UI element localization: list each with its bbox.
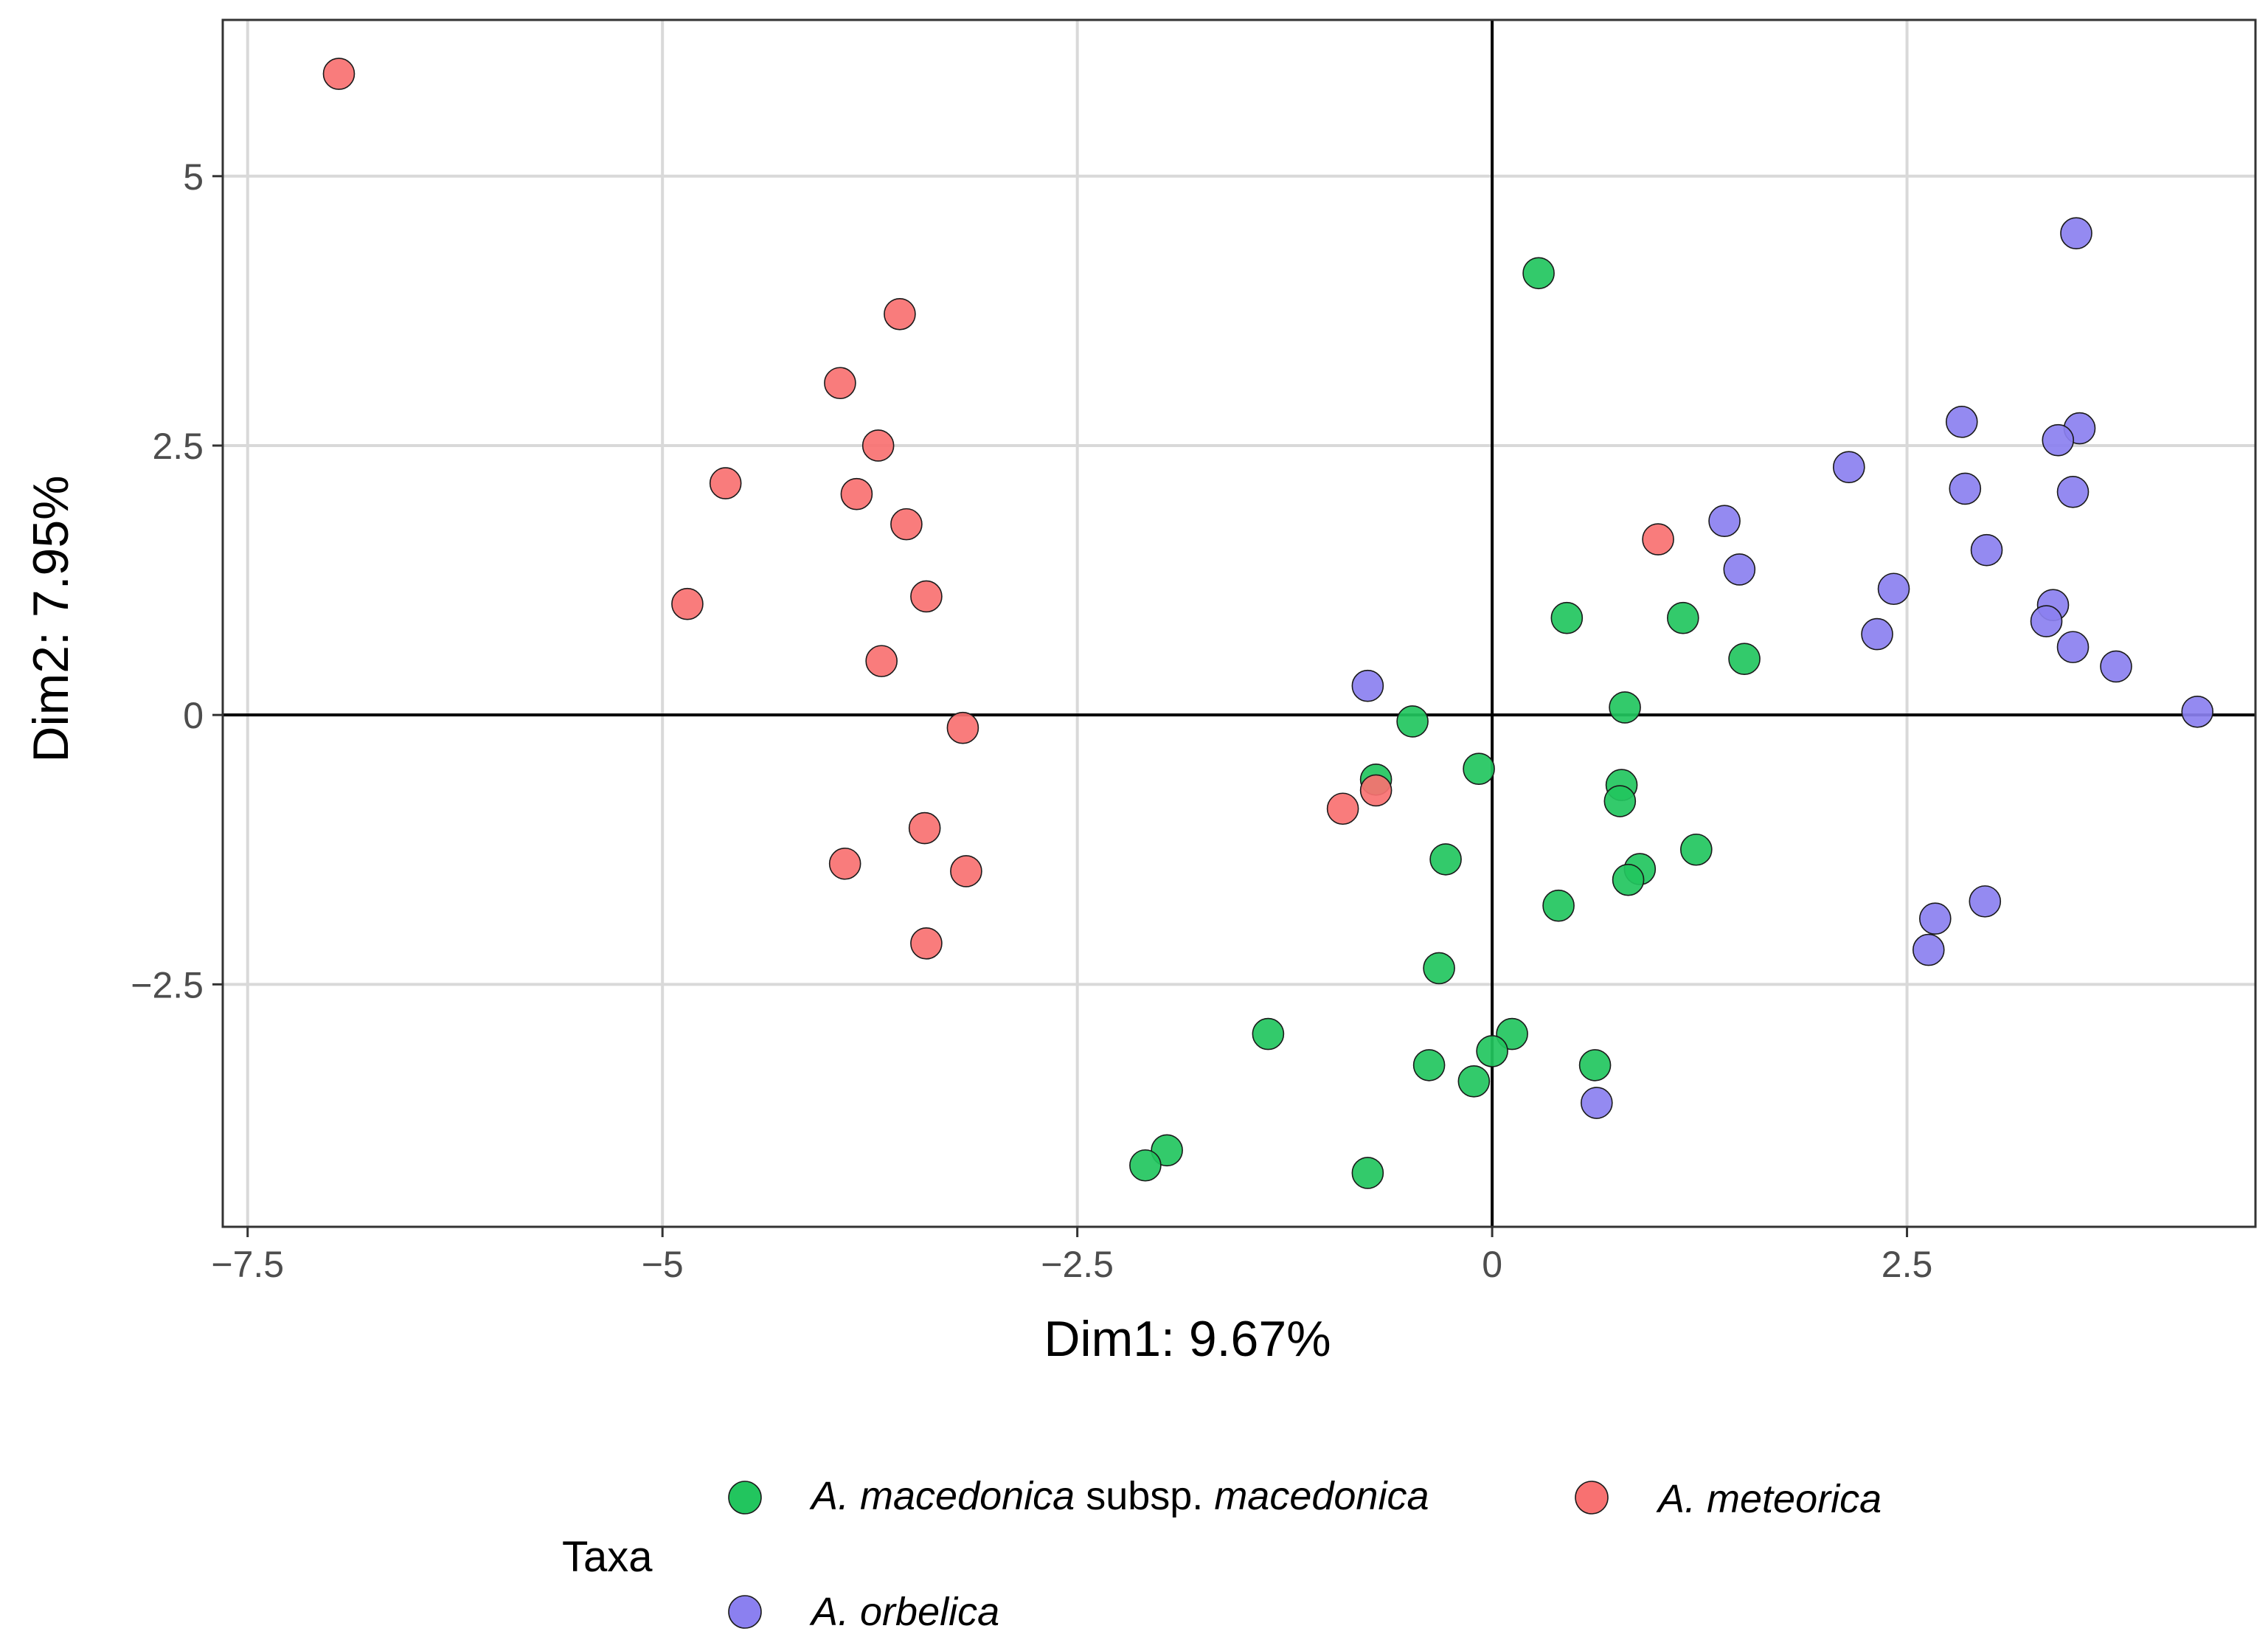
data-point: [910, 927, 943, 960]
legend: Taxa A. macedonica subsp. macedonica A. m…: [562, 1474, 1882, 1634]
x-tick-label: 0: [1482, 1244, 1502, 1285]
series-2: [322, 58, 1674, 960]
data-point: [1969, 885, 2002, 918]
y-tick-label: 0: [183, 695, 204, 736]
x-axis: −7.5 −5 −2.5 0 2.5: [211, 1227, 1932, 1285]
data-point: [910, 580, 943, 613]
data-point: [2100, 650, 2132, 683]
data-point: [828, 847, 861, 880]
data-point: [671, 587, 704, 620]
data-point: [950, 855, 982, 887]
y-axis: −2.5 0 2.5 5: [131, 156, 223, 1006]
data-point: [1351, 669, 1384, 702]
data-point: [1578, 1049, 1612, 1081]
reference-lines: [223, 20, 2255, 1227]
data-point: [1463, 752, 1495, 785]
data-point: [946, 711, 979, 744]
legend-label-3: A. orbelica: [809, 1590, 999, 1634]
x-tick-label: −5: [642, 1244, 684, 1285]
data-point: [1542, 889, 1575, 922]
data-point: [1252, 1017, 1285, 1051]
legend-key-2: [1575, 1481, 1609, 1515]
data-point: [1326, 792, 1359, 826]
data-point: [1680, 833, 1713, 866]
x-tick-label: −7.5: [211, 1244, 284, 1285]
data-point: [1581, 1087, 1613, 1119]
data-point: [1945, 406, 1978, 438]
data-point: [2181, 695, 2214, 728]
legend-label-1: A. macedonica subsp. macedonica: [809, 1474, 1429, 1518]
y-axis-title: Dim2: 7.95%: [23, 475, 79, 762]
data-point: [1522, 257, 1555, 290]
x-tick-label: 2.5: [1882, 1244, 1933, 1285]
data-point: [1723, 553, 1756, 586]
y-tick-label: −2.5: [131, 964, 204, 1006]
data-point: [1476, 1035, 1508, 1067]
data-point: [1396, 705, 1429, 738]
data-point: [1970, 533, 2003, 567]
legend-label-2: A. meteorica: [1656, 1477, 1882, 1521]
data-point: [1949, 472, 1982, 505]
data-point: [890, 508, 923, 541]
data-point: [1359, 774, 1393, 807]
y-tick-label: 2.5: [152, 426, 204, 467]
data-point: [2056, 475, 2090, 508]
legend-title: Taxa: [562, 1533, 653, 1581]
data-point: [908, 811, 941, 845]
data-point: [1423, 952, 1455, 985]
data-point: [1550, 601, 1584, 634]
data-point: [884, 297, 916, 330]
plot-panel-border: [221, 18, 2257, 1228]
data-point: [1912, 933, 1945, 966]
data-points: [322, 58, 2214, 1189]
x-axis-title: Dim1: 9.67%: [1044, 1311, 1331, 1367]
data-point: [2042, 423, 2075, 457]
data-point: [1877, 572, 1910, 606]
data-point: [1642, 523, 1674, 555]
y-tick-label: 5: [183, 156, 204, 198]
data-point: [2060, 217, 2092, 250]
data-point: [709, 467, 742, 499]
data-point: [1728, 643, 1761, 676]
data-point: [1412, 1049, 1446, 1081]
data-point: [322, 58, 356, 90]
series-3: [1351, 217, 2214, 1119]
data-point: [1861, 617, 1893, 651]
data-point: [1833, 451, 1865, 483]
legend-key-1: [728, 1481, 762, 1515]
series-1: [1129, 257, 1761, 1189]
data-point: [1351, 1157, 1384, 1189]
data-point: [865, 645, 898, 677]
data-point: [824, 367, 856, 400]
data-point: [2030, 605, 2063, 637]
data-point: [1457, 1065, 1491, 1098]
grid-lines: [223, 20, 2255, 1227]
data-point: [1612, 863, 1645, 896]
data-point: [861, 429, 895, 462]
x-tick-label: −2.5: [1041, 1244, 1114, 1285]
data-point: [1609, 691, 1641, 724]
data-point: [1429, 843, 1462, 876]
data-point: [1708, 505, 1741, 538]
data-point: [1667, 601, 1699, 634]
legend-key-3: [728, 1595, 762, 1629]
data-point: [840, 477, 873, 510]
data-point: [2056, 631, 2090, 663]
data-point: [1129, 1149, 1162, 1182]
data-point: [1918, 902, 1952, 935]
data-point: [1603, 785, 1637, 817]
